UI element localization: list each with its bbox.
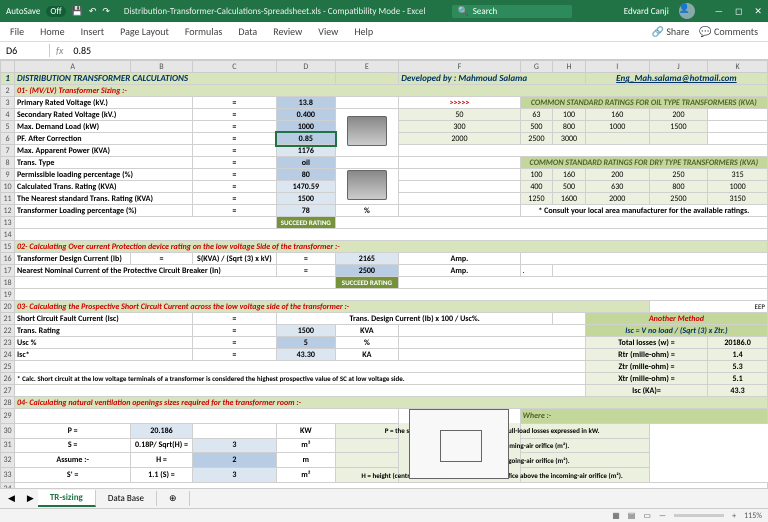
- breaker-current[interactable]: 2500: [335, 265, 399, 277]
- comments-button[interactable]: 💬 Comments: [699, 25, 758, 38]
- loading-result: 78: [277, 205, 335, 217]
- user-name[interactable]: Edvard Canji: [624, 6, 669, 17]
- tab-database[interactable]: Data Base: [96, 491, 157, 506]
- view-page-icon[interactable]: ▤: [628, 511, 636, 521]
- view-normal-icon[interactable]: ▦: [612, 511, 620, 521]
- save-icon[interactable]: 💾: [72, 6, 83, 17]
- close-icon[interactable]: ✕: [754, 6, 762, 17]
- col-f[interactable]: F: [399, 61, 520, 73]
- isc-result: 43.30: [277, 349, 335, 361]
- maximize-icon[interactable]: ◻: [735, 6, 742, 17]
- nearest-rating: 1500: [277, 193, 335, 205]
- trans-type[interactable]: oil: [277, 157, 335, 169]
- section-2-title: 02- Calculating Over current Protection …: [15, 241, 768, 253]
- section-1-title: 01- (MV/LV) Transformer Sizing :-: [15, 85, 768, 97]
- app-name: Excel: [407, 6, 425, 17]
- fx-label[interactable]: fx: [50, 44, 69, 57]
- email-link[interactable]: Eng_Mah.salama@hotmail.com: [585, 73, 767, 85]
- menu-pagelayout[interactable]: Page Layout: [120, 25, 169, 38]
- menu-home[interactable]: Home: [40, 25, 64, 38]
- col-i[interactable]: I: [585, 61, 649, 73]
- zoom-in[interactable]: +: [732, 511, 736, 521]
- room-diagram: [409, 409, 509, 479]
- col-c[interactable]: C: [192, 61, 276, 73]
- menu-insert[interactable]: Insert: [81, 25, 105, 38]
- col-h[interactable]: H: [553, 61, 586, 73]
- tab-add[interactable]: ⊕: [157, 491, 190, 506]
- zoom-slider[interactable]: [674, 514, 724, 517]
- design-current: 2165: [335, 253, 399, 265]
- menu-formulas[interactable]: Formulas: [185, 25, 222, 38]
- col-j[interactable]: J: [649, 61, 707, 73]
- formula-bar: D6 fx 0.85: [0, 42, 768, 60]
- share-button[interactable]: 🔗 Share: [652, 25, 690, 38]
- filename: Distribution-Transformer-Calculations-Sp…: [124, 6, 321, 17]
- primary-voltage[interactable]: 13.8: [277, 97, 335, 109]
- status-bar: ▦ ▤ ▭ — + 115%: [0, 508, 768, 522]
- sc-note: * Calc. Short circuit at the low voltage…: [15, 373, 586, 385]
- tab-nav-next[interactable]: ▶: [23, 493, 38, 504]
- col-b[interactable]: B: [131, 61, 192, 73]
- dry-note: * Consult your local area manufacturer f…: [520, 205, 767, 217]
- autosave-label: AutoSave: [6, 6, 40, 17]
- view-break-icon[interactable]: ▭: [643, 511, 651, 521]
- menu-bar: File Home Insert Page Layout Formulas Da…: [0, 22, 768, 42]
- main-title: DISTRIBUTION TRANSFORMER CALCULATIONS: [15, 73, 336, 85]
- title-bar: AutoSave Off 💾 ↶ ↷ Distribution-Transfor…: [0, 0, 768, 22]
- formula-value[interactable]: 0.85: [69, 44, 95, 57]
- calc-rating: 1470.59: [277, 181, 335, 193]
- menu-file[interactable]: File: [10, 25, 24, 38]
- menu-view[interactable]: View: [318, 25, 338, 38]
- usc-pct[interactable]: 5: [277, 337, 335, 349]
- col-d[interactable]: D: [277, 61, 335, 73]
- max-demand[interactable]: 1000: [277, 121, 335, 133]
- redo-icon[interactable]: ↷: [102, 6, 110, 17]
- arrow: >>>>>: [399, 97, 520, 109]
- developed-by: Developed by : Mahmoud Salama: [399, 73, 586, 85]
- secondary-voltage[interactable]: 0.400: [277, 109, 335, 121]
- col-e[interactable]: E: [335, 61, 399, 73]
- zoom-level[interactable]: 115%: [744, 511, 762, 521]
- undo-icon[interactable]: ↶: [89, 6, 97, 17]
- section-3-title: 03- Calculating the Prospective Short Ci…: [15, 301, 650, 313]
- menu-review[interactable]: Review: [273, 25, 302, 38]
- search-placeholder: Search: [473, 6, 497, 17]
- height-input[interactable]: 2: [192, 453, 276, 468]
- tab-tr-sizing[interactable]: TR-sizing: [38, 490, 96, 507]
- zoom-out[interactable]: —: [659, 511, 666, 521]
- succeed-rating-2: SUCCEED RATING: [335, 277, 399, 289]
- user-avatar[interactable]: 👤: [679, 3, 695, 19]
- apparent-power: 1176: [277, 145, 335, 157]
- oil-title: COMMON STANDARD RATINGS FOR OIL TYPE TRA…: [520, 97, 767, 109]
- search-box[interactable]: 🔍 Search: [452, 5, 572, 18]
- col-g[interactable]: G: [520, 61, 553, 73]
- method-formula: Isc = V no load / (Sqrt (3) x Ztr.): [585, 325, 767, 337]
- loading-pct[interactable]: 80: [277, 169, 335, 181]
- pf-correction[interactable]: 0.85: [277, 133, 335, 145]
- section-4-title: 04- Calculating natural ventilation open…: [15, 397, 768, 409]
- dry-title: COMMON STANDARD RATINGS FOR DRY TYPE TRA…: [520, 157, 767, 169]
- transformer-image-2: [347, 170, 387, 200]
- autosave-toggle[interactable]: Off: [46, 6, 65, 17]
- compat-mode: - Compatibility Mode -: [323, 6, 405, 17]
- worksheet[interactable]: ABCDEFGHIJK 1DISTRIBUTION TRANSFORMER CA…: [0, 60, 768, 488]
- menu-help[interactable]: Help: [354, 25, 373, 38]
- col-a[interactable]: A: [15, 61, 131, 73]
- succeed-rating-1: SUCCEED RATING: [277, 217, 335, 229]
- tab-nav-prev[interactable]: ◀: [0, 493, 23, 504]
- search-icon: 🔍: [458, 6, 469, 17]
- col-k[interactable]: K: [708, 61, 768, 73]
- menu-data[interactable]: Data: [238, 25, 257, 38]
- transformer-image: [347, 116, 387, 146]
- cell-reference[interactable]: D6: [0, 44, 50, 57]
- minimize-icon[interactable]: —: [715, 6, 723, 17]
- sheet-tabs: ◀ ▶ TR-sizing Data Base ⊕: [0, 488, 768, 508]
- label: Primary Rated Voltage (kV.): [15, 97, 193, 109]
- where-title: Where :-: [520, 409, 767, 424]
- another-method: Another Method: [585, 313, 767, 325]
